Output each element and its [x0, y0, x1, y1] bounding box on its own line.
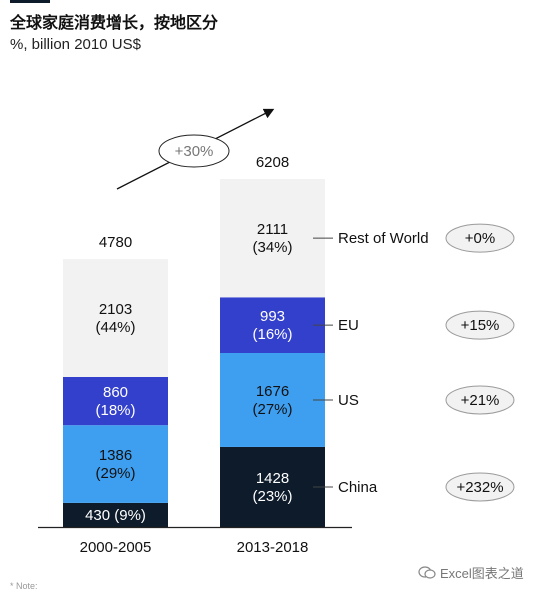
data-label: 993: [260, 308, 285, 325]
bar-segment-rest-of-world-1: [63, 259, 168, 377]
total-label-2: 6208: [256, 154, 289, 171]
growth-label: +232%: [456, 479, 503, 496]
legend-label-eu: EU: [338, 317, 359, 334]
chart-subtitle: %, billion 2010 US$: [10, 36, 141, 53]
bar-segment-rest-of-world-2: [220, 179, 325, 298]
data-label: (27%): [252, 401, 292, 418]
data-label: (44%): [95, 319, 135, 336]
growth-label: +15%: [461, 317, 500, 334]
overall-growth-label: +30%: [175, 143, 214, 160]
data-label: 1428: [256, 470, 289, 487]
legend-label-rest-of-world: Rest of World: [338, 230, 429, 247]
chart-title: 全球家庭消费增长，按地区分: [10, 13, 219, 32]
bar-segment-us-2: [220, 353, 325, 447]
data-label: 1386: [99, 447, 132, 464]
data-label: 1676: [256, 383, 289, 400]
bar-segment-us-1: [63, 425, 168, 503]
legend-label-china: China: [338, 479, 378, 496]
growth-label: +21%: [461, 392, 500, 409]
data-label: (18%): [95, 402, 135, 419]
bar-segment-china-1: [63, 502, 168, 527]
watermark: Excel图表之道: [418, 563, 524, 582]
growth-badge: [445, 223, 515, 253]
overall-growth-badge: [158, 134, 230, 168]
data-label: 860: [103, 384, 128, 401]
x-tick-label-2: 2013-2018: [237, 539, 309, 556]
total-label-1: 4780: [99, 234, 132, 251]
bar-segment-china-2: [220, 446, 325, 527]
bar-segment-eu-2: [220, 297, 325, 353]
data-label: (34%): [252, 239, 292, 256]
data-label: 430 (9%): [85, 507, 146, 524]
data-label: 2103: [99, 301, 132, 318]
data-label: 2111: [257, 221, 288, 238]
footnote: * Note:: [10, 581, 38, 591]
title-accent-bar: [10, 0, 50, 3]
data-label: (16%): [252, 326, 292, 343]
watermark-text: Excel图表之道: [440, 566, 524, 581]
legend-label-us: US: [338, 392, 359, 409]
data-label: (23%): [252, 488, 292, 505]
growth-badge: [445, 310, 515, 340]
growth-label: +0%: [465, 230, 495, 247]
growth-badge: [445, 385, 515, 415]
bar-segment-eu-1: [63, 376, 168, 426]
data-label: (29%): [95, 465, 135, 482]
x-tick-label-1: 2000-2005: [80, 539, 152, 556]
wechat-icon: [418, 566, 436, 579]
growth-badge: [445, 472, 515, 502]
